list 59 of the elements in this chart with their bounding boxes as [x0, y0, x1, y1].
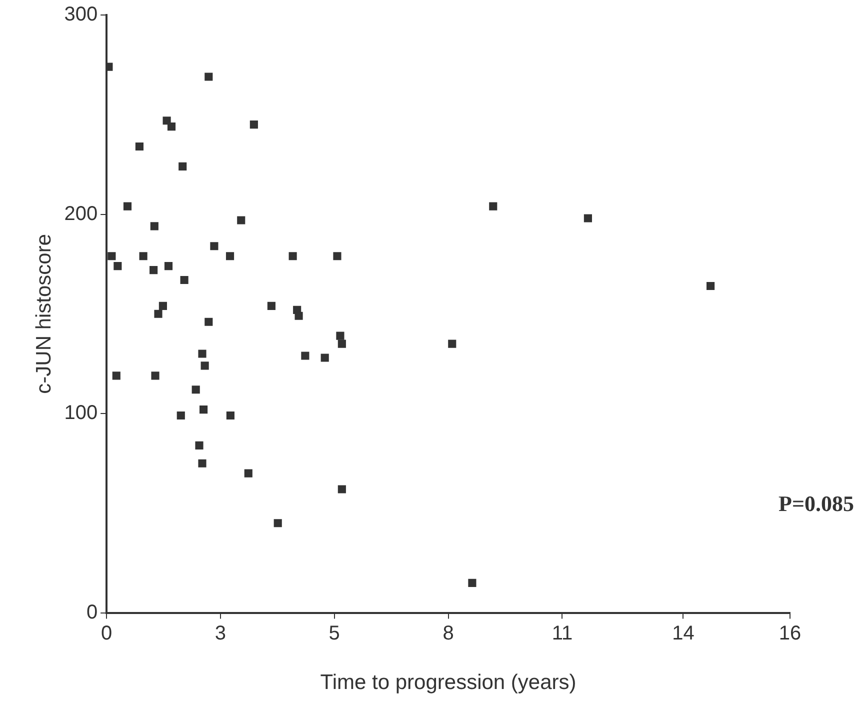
- point: [123, 202, 132, 210]
- point: [338, 485, 346, 494]
- point: [338, 340, 346, 348]
- x-tick-label: 11: [552, 622, 573, 644]
- x-axis-title: Time to progression (years): [320, 671, 576, 694]
- point: [200, 362, 209, 370]
- x-tick-label: 14: [672, 622, 694, 644]
- point: [288, 252, 297, 260]
- point: [139, 252, 148, 260]
- point: [164, 262, 173, 270]
- point: [178, 162, 187, 170]
- y-tick-label: 0: [86, 601, 98, 624]
- point: [204, 318, 213, 326]
- x-tick-label: 5: [328, 622, 340, 644]
- point: [210, 242, 218, 250]
- point: [180, 276, 188, 284]
- point: [489, 202, 498, 210]
- x-tick-label: 3: [214, 622, 226, 644]
- point: [176, 411, 185, 420]
- point: [274, 519, 282, 528]
- point: [237, 216, 246, 224]
- point: [226, 252, 234, 260]
- point: [108, 252, 116, 260]
- point: [114, 262, 122, 270]
- x-tick-label: 16: [778, 622, 802, 644]
- point: [198, 459, 206, 468]
- point: [336, 332, 344, 340]
- point: [112, 372, 120, 380]
- point: [158, 302, 167, 310]
- y-tick-label: 200: [64, 202, 98, 225]
- point: [135, 142, 144, 151]
- point: [199, 406, 208, 414]
- point: [204, 72, 213, 81]
- y-tick-label: 300: [64, 4, 98, 26]
- point: [244, 469, 252, 478]
- y-tick-label: 100: [64, 402, 98, 424]
- point: [167, 122, 176, 131]
- point: [294, 312, 303, 320]
- point: [195, 441, 204, 450]
- point: [198, 350, 206, 358]
- point: [468, 578, 476, 587]
- point: [192, 386, 200, 394]
- point: [333, 252, 342, 260]
- point: [584, 214, 592, 222]
- point: [150, 266, 158, 274]
- point: [301, 352, 310, 360]
- point: [151, 372, 160, 380]
- point: [150, 222, 158, 230]
- point: [706, 282, 715, 290]
- y-axis-title: c-JUN histoscore: [32, 234, 56, 394]
- point: [250, 120, 258, 129]
- point: [448, 340, 456, 348]
- point: [267, 302, 276, 310]
- point: [226, 411, 234, 420]
- x-tick-label: 8: [442, 622, 454, 644]
- point: [154, 310, 162, 318]
- x-tick-label: 0: [101, 622, 112, 644]
- annotation: P=0.085: [778, 490, 854, 516]
- point: [320, 354, 329, 362]
